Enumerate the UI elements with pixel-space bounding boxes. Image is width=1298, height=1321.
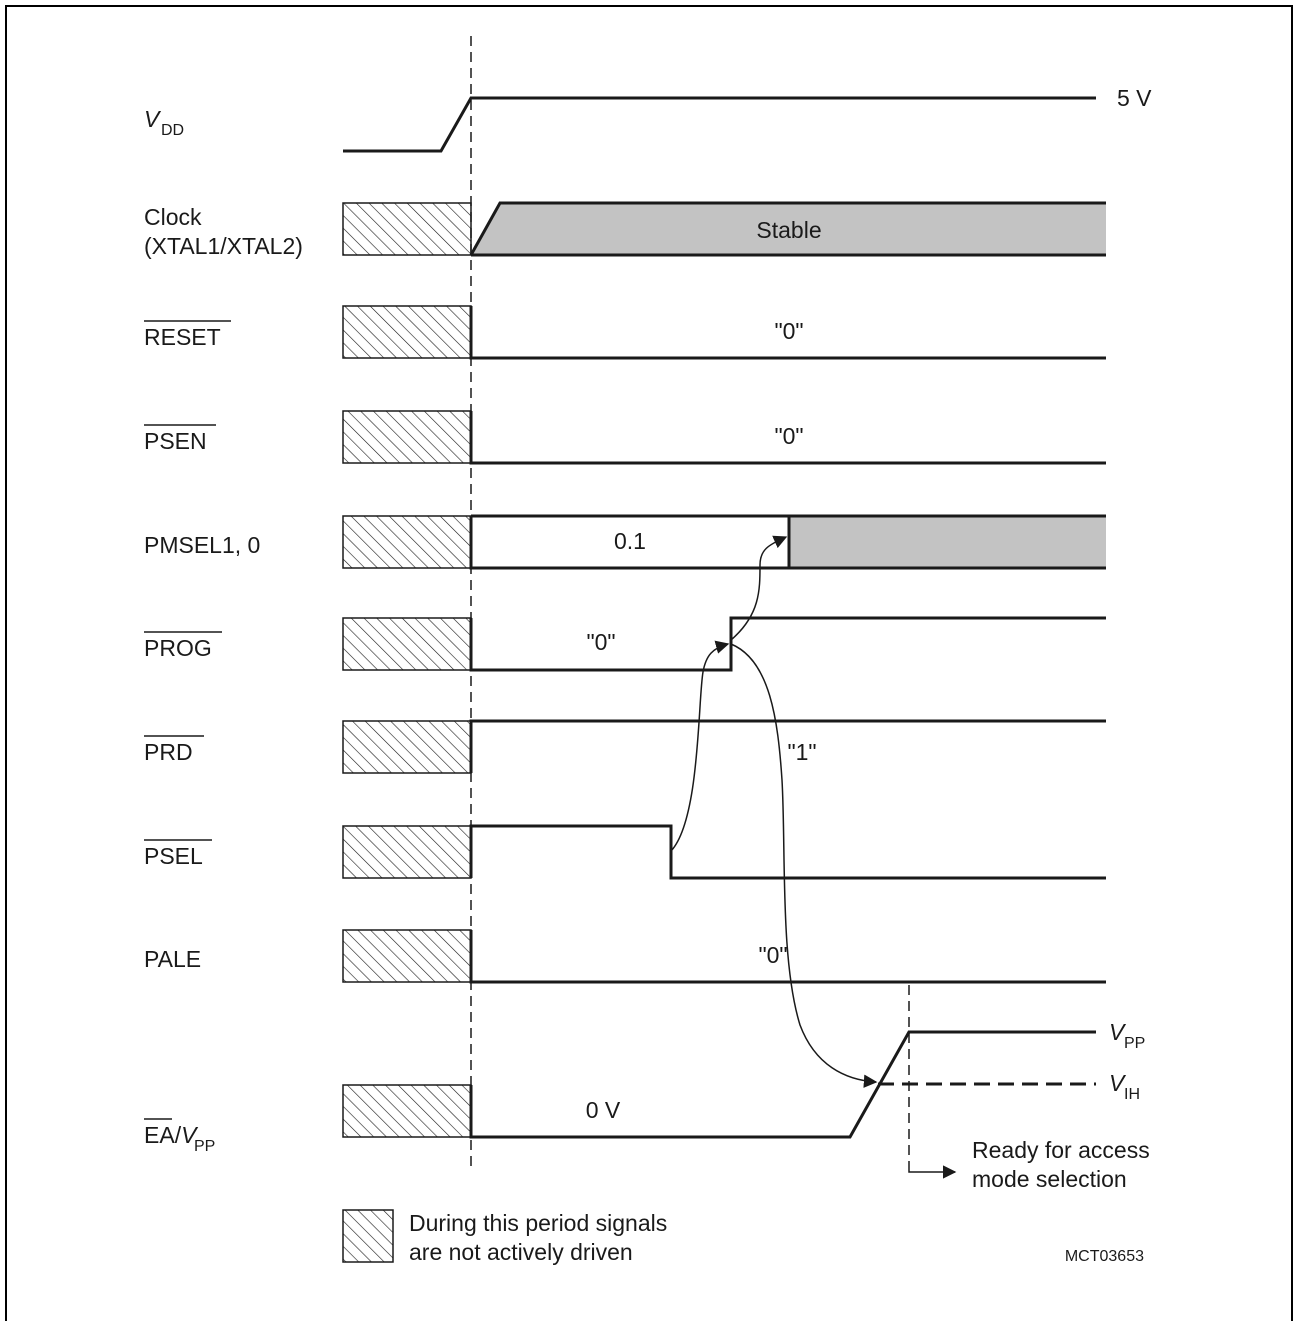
signal-label-ea: EA/V [144, 1122, 199, 1148]
ea-waveform [469, 1030, 1096, 1139]
figure-code: MCT03653 [1065, 1248, 1144, 1265]
signal-prog: PROG "0" [144, 616, 1106, 672]
hatch-block-ea [342, 1084, 472, 1138]
vih-sublabel: IH [1124, 1086, 1140, 1103]
pmsel-value-label: 0.1 [614, 528, 646, 554]
clock-stable-label: Stable [756, 217, 821, 243]
signal-label-ea-bar: EA [144, 1122, 175, 1148]
hatch-block-reset [342, 305, 472, 359]
clock-stable-region [471, 203, 1106, 255]
prog-waveform [469, 616, 1106, 672]
hatch-block-psen [342, 410, 472, 464]
pale-waveform [469, 930, 1106, 984]
signal-psen: PSEN "0" [144, 410, 1106, 465]
signal-label-pmsel: PMSEL1, 0 [144, 532, 260, 558]
legend-hatch-swatch [342, 1209, 394, 1263]
reset-value-label: "0" [774, 318, 803, 344]
signal-ea-vpp: EA/V PP 0 V V PP V IH [144, 1019, 1145, 1155]
ea-value-label: 0 V [586, 1097, 621, 1123]
legend-text-line2: are not actively driven [409, 1239, 633, 1265]
signal-label-ea-slash: / [175, 1122, 182, 1148]
signal-label-ea-v: V [181, 1122, 199, 1148]
psen-value-label: "0" [774, 423, 803, 449]
signal-pmsel: PMSEL1, 0 0.1 [144, 514, 1106, 570]
signal-psel: PSEL [144, 824, 1106, 880]
ready-label-line1: Ready for access [972, 1137, 1150, 1163]
signal-vdd: V DD 5 V [144, 85, 1152, 153]
legend-text-line1: During this period signals [409, 1210, 667, 1236]
hatch-block-prd [342, 720, 472, 774]
psel-waveform [469, 824, 1106, 880]
signal-label-psel: PSEL [144, 843, 203, 869]
signal-label-prog: PROG [144, 635, 212, 661]
signal-reset: RESET "0" [144, 305, 1106, 360]
signal-label-vdd: V [144, 106, 162, 132]
prd-value-label: "1" [787, 739, 816, 765]
hatch-block-clock [342, 202, 472, 256]
hatch-block-pale [342, 929, 472, 983]
signal-label-prd: PRD [144, 739, 193, 765]
signal-label-psen: PSEN [144, 428, 207, 454]
legend: During this period signals are not activ… [342, 1209, 667, 1265]
reset-waveform [469, 306, 1106, 360]
signal-prd: PRD "1" [144, 719, 1106, 774]
vdd-level-label: 5 V [1117, 85, 1152, 111]
signal-label-reset: RESET [144, 324, 221, 350]
hatch-block-pmsel [342, 515, 472, 569]
signal-pale: PALE "0" [144, 929, 1106, 984]
figure-border [5, 5, 1293, 1321]
signal-label-pale: PALE [144, 946, 201, 972]
arrow-prog-to-ea [730, 643, 878, 1088]
psen-waveform [469, 411, 1106, 465]
signal-sublabel-vdd: DD [161, 122, 184, 139]
vpp-sublabel: PP [1124, 1035, 1145, 1052]
hatch-block-prog [342, 617, 472, 671]
ready-marker: Ready for access mode selection [908, 985, 1150, 1192]
hatch-block-psel [342, 825, 472, 879]
prd-waveform [469, 719, 1106, 773]
signal-label-clock: Clock [144, 204, 202, 230]
vpp-label: V [1109, 1019, 1127, 1045]
signal-label-clock-line2: (XTAL1/XTAL2) [144, 233, 303, 259]
ready-arrow [908, 1165, 957, 1179]
signal-sublabel-ea: PP [194, 1138, 215, 1155]
vdd-waveform [343, 96, 1096, 153]
arrow-psel-to-prog [670, 640, 730, 852]
vih-label: V [1109, 1070, 1127, 1096]
pmsel-valid-region [789, 516, 1106, 568]
pale-value-label: "0" [758, 942, 787, 968]
signal-clock: Clock (XTAL1/XTAL2) Stable [144, 201, 1106, 259]
ready-label-line2: mode selection [972, 1166, 1127, 1192]
prog-value-label: "0" [586, 629, 615, 655]
arrow-prog-to-pmsel [730, 535, 788, 641]
